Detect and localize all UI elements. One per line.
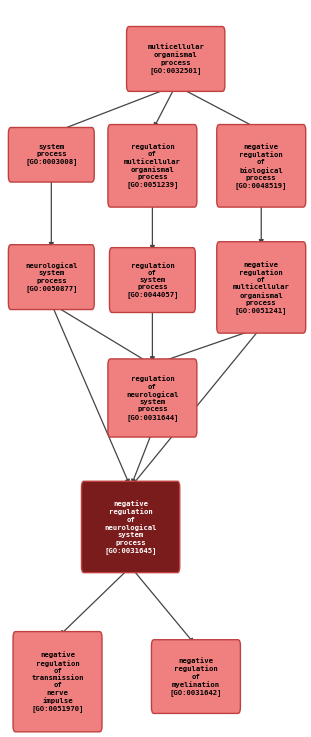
Text: regulation
of
system
process
[GO:0044057]: regulation of system process [GO:0044057…: [126, 262, 179, 298]
Text: negative
regulation
of
neurological
system
process
[GO:0031645]: negative regulation of neurological syst…: [104, 500, 157, 553]
FancyBboxPatch shape: [81, 481, 180, 573]
FancyBboxPatch shape: [217, 125, 306, 207]
Text: negative
regulation
of
transmission
of
nerve
impulse
[GO:0051970]: negative regulation of transmission of n…: [31, 652, 84, 712]
FancyBboxPatch shape: [108, 125, 197, 207]
FancyBboxPatch shape: [8, 128, 94, 182]
FancyBboxPatch shape: [151, 640, 240, 713]
Text: negative
regulation
of
biological
process
[GO:0048519]: negative regulation of biological proces…: [235, 143, 287, 189]
Text: multicellular
organismal
process
[GO:0032501]: multicellular organismal process [GO:003…: [147, 44, 204, 74]
Text: regulation
of
neurological
system
process
[GO:0031644]: regulation of neurological system proces…: [126, 375, 179, 421]
Text: negative
regulation
of
multicellular
organismal
process
[GO:0051241]: negative regulation of multicellular org…: [233, 261, 290, 314]
Text: negative
regulation
of
myelination
[GO:0031642]: negative regulation of myelination [GO:0…: [170, 657, 222, 696]
FancyBboxPatch shape: [217, 242, 306, 333]
Text: neurological
system
process
[GO:0050877]: neurological system process [GO:0050877]: [25, 262, 77, 292]
FancyBboxPatch shape: [127, 27, 225, 91]
Text: regulation
of
multicellular
organismal
process
[GO:0051239]: regulation of multicellular organismal p…: [124, 143, 181, 189]
FancyBboxPatch shape: [108, 359, 197, 437]
Text: system
process
[GO:0003008]: system process [GO:0003008]: [25, 144, 77, 166]
FancyBboxPatch shape: [8, 245, 94, 310]
FancyBboxPatch shape: [109, 248, 195, 312]
FancyBboxPatch shape: [13, 632, 102, 732]
